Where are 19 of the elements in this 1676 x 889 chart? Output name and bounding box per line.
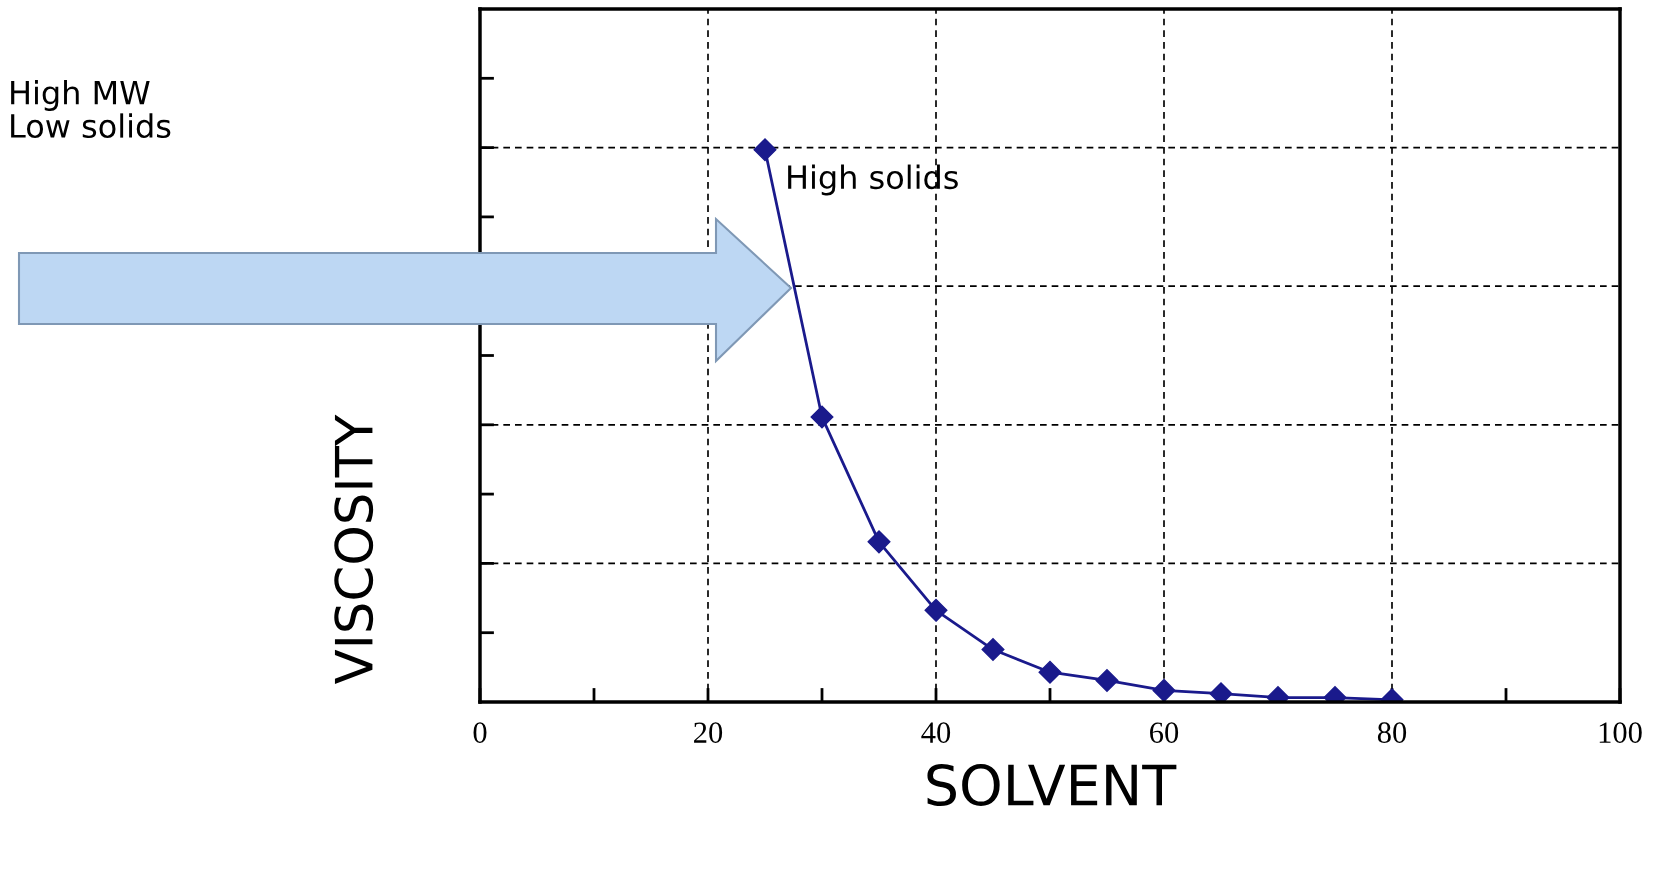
text: High MW Low solids [11, 80, 171, 139]
point [1209, 682, 1233, 702]
point [753, 138, 777, 162]
annotation: High solids [788, 164, 958, 196]
point [924, 598, 948, 622]
point [1038, 660, 1062, 684]
x-tick-label: 0 [473, 722, 487, 743]
x-tick-label: 100 [1599, 722, 1642, 743]
x-tick-label: 40 [921, 722, 951, 743]
point [810, 405, 834, 429]
x-tick-label: 80 [1377, 722, 1407, 743]
point [1095, 668, 1119, 692]
point [867, 530, 891, 554]
x-axis-title: SOLVENT [927, 764, 1177, 807]
y-axis-title: VISCOSITY [334, 414, 374, 685]
x-tick-label: 20 [694, 722, 723, 743]
point [981, 638, 1005, 662]
point [1152, 678, 1176, 702]
x-tick-label: 60 [1150, 722, 1179, 743]
